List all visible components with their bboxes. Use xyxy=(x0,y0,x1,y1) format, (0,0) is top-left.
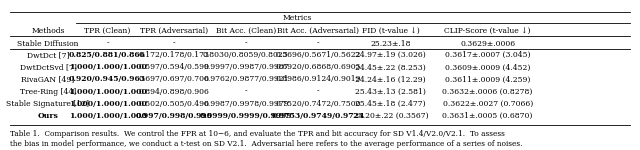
Text: CLIP-Score (t-value ↓): CLIP-Score (t-value ↓) xyxy=(444,27,531,35)
Text: DwtDctSvd [7]: DwtDctSvd [7] xyxy=(20,63,76,71)
Text: 1.000/1.000/1.000: 1.000/1.000/1.000 xyxy=(68,100,147,108)
Text: 1.000/1.000/1.000: 1.000/1.000/1.000 xyxy=(68,63,147,71)
Text: 1.000/1.000/1.000: 1.000/1.000/1.000 xyxy=(68,88,147,96)
Text: 0.920/0.945/0.963: 0.920/0.945/0.963 xyxy=(69,75,146,84)
Text: 0.5696/0.5671/0.5622: 0.5696/0.5671/0.5622 xyxy=(275,51,361,59)
Text: Stable Signature [12]: Stable Signature [12] xyxy=(6,100,90,108)
Text: 0.9762/0.9877/0.9921: 0.9762/0.9877/0.9921 xyxy=(203,75,289,84)
Text: 24.45±.22 (8.253): 24.45±.22 (8.253) xyxy=(355,63,426,71)
Text: 0.9987/0.9978/0.9979: 0.9987/0.9978/0.9979 xyxy=(203,100,289,108)
Text: 0.9999/0.9999/0.9999: 0.9999/0.9999/0.9999 xyxy=(200,112,292,120)
Text: Ours: Ours xyxy=(38,112,58,120)
Text: 0.597/0.594/0.599: 0.597/0.594/0.599 xyxy=(139,63,209,71)
Text: Table 1.  Comparison results.  We control the FPR at 10−6, and evaluate the TPR : Table 1. Comparison results. We control … xyxy=(10,130,504,138)
Text: 24.24±.16 (12.29): 24.24±.16 (12.29) xyxy=(355,75,426,84)
Text: Stable Diffusion: Stable Diffusion xyxy=(17,39,79,48)
Text: Bit Acc. (Clean): Bit Acc. (Clean) xyxy=(216,27,276,35)
Text: -: - xyxy=(244,88,247,96)
Text: 0.3622±.0027 (0.7066): 0.3622±.0027 (0.7066) xyxy=(442,100,533,108)
Text: 0.894/0.898/0.906: 0.894/0.898/0.906 xyxy=(139,88,209,96)
Text: 0.825/0.881/0.866: 0.825/0.881/0.866 xyxy=(69,51,146,59)
Text: 0.9753/0.9749/0.9724: 0.9753/0.9749/0.9724 xyxy=(271,112,365,120)
Text: 0.3609±.0009 (4.452): 0.3609±.0009 (4.452) xyxy=(445,63,531,71)
Text: TPR (Clean): TPR (Clean) xyxy=(84,27,131,35)
Text: 0.3629±.0006: 0.3629±.0006 xyxy=(460,39,515,48)
Text: 0.8986/0.9124/0.9019: 0.8986/0.9124/0.9019 xyxy=(275,75,361,84)
Text: 0.9997/0.9987/0.9987: 0.9997/0.9987/0.9987 xyxy=(203,63,289,71)
Text: 0.3631±.0005 (0.6870): 0.3631±.0005 (0.6870) xyxy=(442,112,533,120)
Text: 0.8030/0.8059/0.8023: 0.8030/0.8059/0.8023 xyxy=(203,51,289,59)
Text: 0.6920/0.6868/0.6905: 0.6920/0.6868/0.6905 xyxy=(275,63,361,71)
Text: -: - xyxy=(317,39,319,48)
Text: Tree-Ring [44]: Tree-Ring [44] xyxy=(20,88,76,96)
Text: -: - xyxy=(317,88,319,96)
Text: DwtDct [7]: DwtDct [7] xyxy=(27,51,69,59)
Text: 25.45±.18 (2.477): 25.45±.18 (2.477) xyxy=(355,100,426,108)
Text: -: - xyxy=(244,39,247,48)
Text: Methods: Methods xyxy=(31,27,65,35)
Text: Bit Acc. (Adversarial): Bit Acc. (Adversarial) xyxy=(277,27,359,35)
Text: TPR (Adversarial): TPR (Adversarial) xyxy=(140,27,208,35)
Text: 0.3632±.0006 (0.8278): 0.3632±.0006 (0.8278) xyxy=(442,88,533,96)
Text: 24.97±.19 (3.026): 24.97±.19 (3.026) xyxy=(355,51,426,59)
Text: 0.502/0.505/0.496: 0.502/0.505/0.496 xyxy=(139,100,209,108)
Text: 0.997/0.998/0.996: 0.997/0.998/0.996 xyxy=(136,112,212,120)
Text: 0.3617±.0007 (3.045): 0.3617±.0007 (3.045) xyxy=(445,51,531,59)
Text: 25.43±.13 (2.581): 25.43±.13 (2.581) xyxy=(355,88,426,96)
Text: 25.23±.18: 25.23±.18 xyxy=(370,39,411,48)
Text: 1.000/1.000/1.000: 1.000/1.000/1.000 xyxy=(68,112,147,120)
Text: 0.7520/0.7472/0.7500: 0.7520/0.7472/0.7500 xyxy=(275,100,361,108)
Text: RivaGAN [49]: RivaGAN [49] xyxy=(21,75,75,84)
Text: FID (t-value ↓): FID (t-value ↓) xyxy=(362,27,419,35)
Text: 0.172/0.178/0.173: 0.172/0.178/0.173 xyxy=(139,51,209,59)
Text: 0.697/0.697/0.706: 0.697/0.697/0.706 xyxy=(139,75,209,84)
Text: -: - xyxy=(106,39,109,48)
Text: -: - xyxy=(173,39,175,48)
Text: 25.20±.22 (0.3567): 25.20±.22 (0.3567) xyxy=(353,112,428,120)
Text: the bias in model performance, we conduct a t-test on SD V2.1.  Adversarial here: the bias in model performance, we conduc… xyxy=(10,140,522,148)
Text: 0.3611±.0009 (4.259): 0.3611±.0009 (4.259) xyxy=(445,75,531,84)
Text: Metrics: Metrics xyxy=(283,14,312,22)
